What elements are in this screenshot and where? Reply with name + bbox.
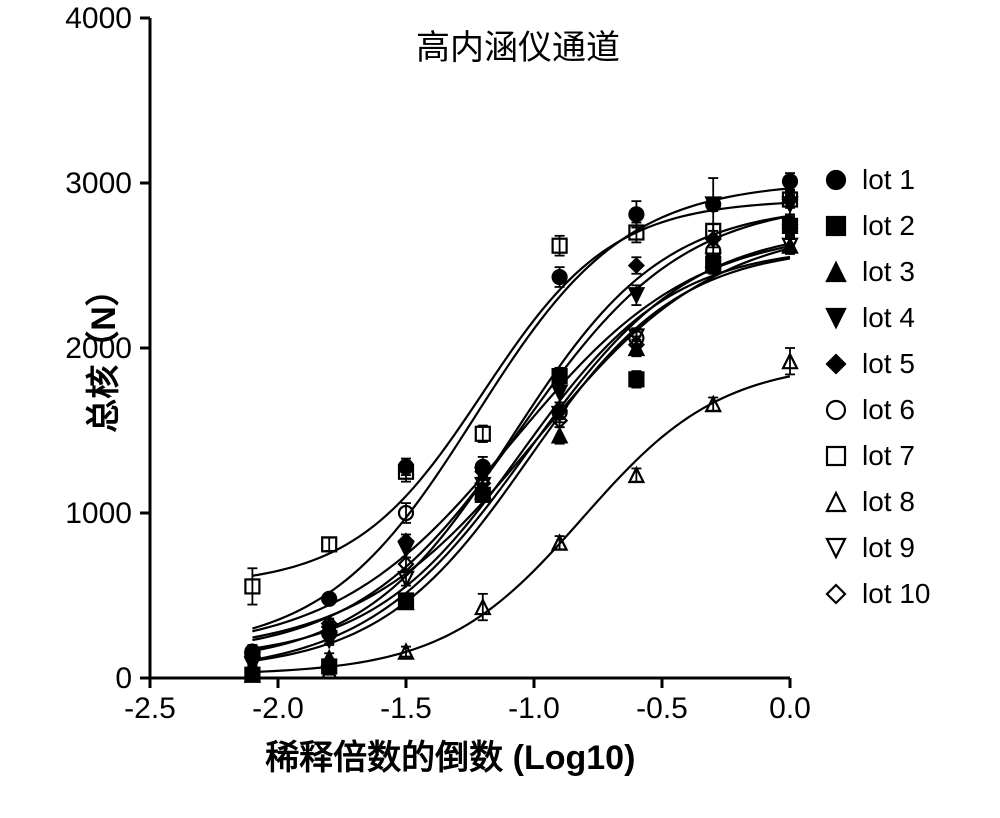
legend-label: lot 9: [862, 532, 915, 564]
svg-text:1000: 1000: [65, 497, 132, 530]
svg-text:-2.5: -2.5: [124, 692, 176, 725]
legend-marker-triangle-down-filled: [816, 298, 856, 338]
legend-item: lot 7: [816, 436, 931, 476]
legend-label: lot 3: [862, 256, 915, 288]
legend-label: lot 2: [862, 210, 915, 242]
legend: lot 1 lot 2 lot 3 lot 4 lot 5 lot 6 lot 7 lot 8…: [816, 160, 931, 620]
x-axis-label-main: 稀释倍数的倒数: [265, 739, 503, 777]
svg-text:4000: 4000: [65, 2, 132, 35]
legend-label: lot 4: [862, 302, 915, 334]
legend-label: lot 1: [862, 164, 915, 196]
legend-marker-diamond-filled: [816, 344, 856, 384]
svg-text:0.0: 0.0: [769, 692, 811, 725]
legend-item: lot 9: [816, 528, 931, 568]
legend-marker-diamond-open: [816, 574, 856, 614]
legend-label: lot 7: [862, 440, 915, 472]
x-axis-label-suffix: (Log10): [513, 739, 636, 777]
legend-marker-square-filled: [816, 206, 856, 246]
legend-marker-square-open: [816, 436, 856, 476]
legend-label: lot 8: [862, 486, 915, 518]
svg-text:-1.0: -1.0: [508, 692, 560, 725]
legend-item: lot 10: [816, 574, 931, 614]
svg-text:0: 0: [115, 662, 132, 695]
plot-area: 01000200030004000-2.5-2.0-1.5-1.0-0.50.0: [150, 18, 790, 678]
plot-svg: 01000200030004000-2.5-2.0-1.5-1.0-0.50.0: [150, 18, 790, 678]
legend-item: lot 6: [816, 390, 931, 430]
legend-marker-triangle-up-open: [816, 482, 856, 522]
legend-item: lot 2: [816, 206, 931, 246]
legend-label: lot 10: [862, 578, 931, 610]
legend-marker-circle-open: [816, 390, 856, 430]
legend-label: lot 5: [862, 348, 915, 380]
svg-text:-1.5: -1.5: [380, 692, 432, 725]
legend-item: lot 1: [816, 160, 931, 200]
legend-marker-triangle-up-filled: [816, 252, 856, 292]
legend-item: lot 8: [816, 482, 931, 522]
legend-item: lot 3: [816, 252, 931, 292]
legend-label: lot 6: [862, 394, 915, 426]
svg-text:-0.5: -0.5: [636, 692, 688, 725]
legend-marker-circle-filled: [816, 160, 856, 200]
svg-text:2000: 2000: [65, 332, 132, 365]
svg-text:3000: 3000: [65, 167, 132, 200]
x-axis-label: 稀释倍数的倒数 (Log10): [265, 730, 635, 779]
legend-marker-triangle-down-open: [816, 528, 856, 568]
legend-item: lot 5: [816, 344, 931, 384]
chart-container: 高内涵仪通道 总核（N） 稀释倍数的倒数 (Log10) 01000200030…: [0, 0, 1000, 818]
svg-text:-2.0: -2.0: [252, 692, 304, 725]
legend-item: lot 4: [816, 298, 931, 338]
